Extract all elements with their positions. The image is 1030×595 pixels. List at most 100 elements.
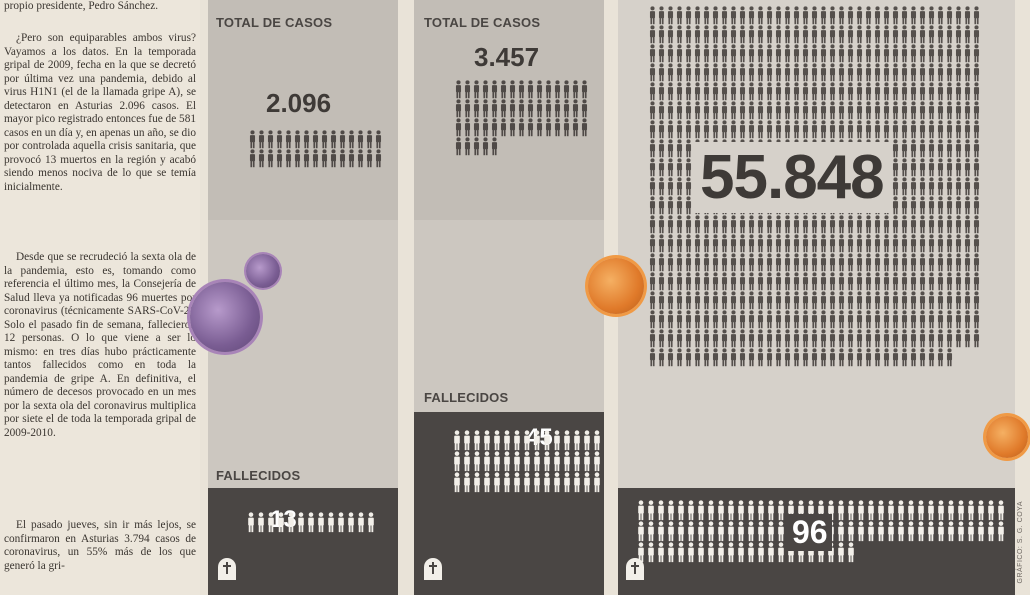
person-icon: [774, 25, 783, 44]
person-icon: [963, 310, 972, 329]
person-icon: [972, 158, 981, 177]
person-icon: [648, 291, 657, 310]
person-icon: [562, 472, 572, 493]
person-icon: [783, 272, 792, 291]
person-icon: [326, 512, 336, 533]
person-icon: [882, 101, 891, 120]
person-icon: [846, 272, 855, 291]
person-icon: [819, 63, 828, 82]
person-icon: [756, 44, 765, 63]
person-icon: [900, 272, 909, 291]
person-icon: [646, 542, 656, 563]
person-icon: [320, 130, 329, 149]
person-icon: [873, 215, 882, 234]
person-icon: [801, 329, 810, 348]
person-icon: [729, 272, 738, 291]
person-icon: [729, 348, 738, 367]
person-icon: [747, 44, 756, 63]
person-icon: [666, 234, 675, 253]
person-icon: [936, 253, 945, 272]
tombstone-icon: [626, 558, 644, 580]
person-icon: [356, 149, 365, 168]
person-icon: [766, 521, 776, 542]
person-icon: [801, 120, 810, 139]
person-icon: [738, 82, 747, 101]
person-icon: [945, 291, 954, 310]
person-icon: [882, 329, 891, 348]
person-icon: [702, 44, 711, 63]
person-icon: [571, 80, 580, 99]
person-icon: [746, 521, 756, 542]
person-icon: [544, 118, 553, 137]
person-icon: [963, 6, 972, 25]
person-icon: [882, 291, 891, 310]
person-icon: [936, 158, 945, 177]
person-icon: [855, 63, 864, 82]
virus-particle-icon: [246, 254, 280, 288]
person-icon: [954, 253, 963, 272]
person-icon: [801, 272, 810, 291]
person-icon: [972, 272, 981, 291]
person-icon: [891, 329, 900, 348]
person-icon: [927, 120, 936, 139]
person-icon: [945, 101, 954, 120]
person-icon: [927, 196, 936, 215]
person-icon: [819, 348, 828, 367]
person-icon: [347, 149, 356, 168]
person-icon: [954, 310, 963, 329]
person-icon: [774, 215, 783, 234]
person-icon: [918, 253, 927, 272]
person-icon: [562, 451, 572, 472]
person-icon: [855, 348, 864, 367]
person-icon: [810, 63, 819, 82]
deaths-box: 13: [208, 488, 398, 595]
person-icon: [886, 521, 896, 542]
person-icon: [765, 120, 774, 139]
person-icon: [906, 500, 916, 521]
person-icon: [702, 329, 711, 348]
person-icon: [963, 215, 972, 234]
person-icon: [819, 6, 828, 25]
person-icon: [945, 158, 954, 177]
person-icon: [996, 521, 1006, 542]
person-icon: [963, 139, 972, 158]
person-icon: [512, 472, 522, 493]
person-icon: [918, 6, 927, 25]
person-icon: [891, 253, 900, 272]
person-icon: [891, 234, 900, 253]
person-icon: [580, 80, 589, 99]
person-icon: [774, 44, 783, 63]
person-icon: [945, 139, 954, 158]
person-icon: [481, 99, 490, 118]
person-icon: [783, 348, 792, 367]
person-icon: [747, 82, 756, 101]
person-icon: [909, 6, 918, 25]
person-icon: [846, 542, 856, 563]
person-icon: [801, 63, 810, 82]
person-icon: [927, 44, 936, 63]
person-icon: [945, 348, 954, 367]
person-icon: [720, 44, 729, 63]
person-icon: [720, 215, 729, 234]
person-icon: [666, 310, 675, 329]
person-icon: [891, 101, 900, 120]
person-icon: [747, 120, 756, 139]
person-icon: [927, 291, 936, 310]
person-icon: [909, 310, 918, 329]
person-icon: [648, 25, 657, 44]
person-icon: [864, 291, 873, 310]
person-icon: [463, 137, 472, 156]
person-icon: [747, 6, 756, 25]
virus-particle-icon: [986, 416, 1028, 458]
person-icon: [472, 472, 482, 493]
person-icon: [864, 25, 873, 44]
person-icon: [837, 253, 846, 272]
person-icon: [864, 63, 873, 82]
person-icon: [956, 521, 966, 542]
article-column: propio presidente, Pedro Sánchez. ¿Pero …: [0, 0, 200, 595]
person-icon: [374, 130, 383, 149]
person-icon: [276, 512, 286, 533]
person-icon: [819, 310, 828, 329]
person-icon: [747, 234, 756, 253]
person-icon: [729, 120, 738, 139]
